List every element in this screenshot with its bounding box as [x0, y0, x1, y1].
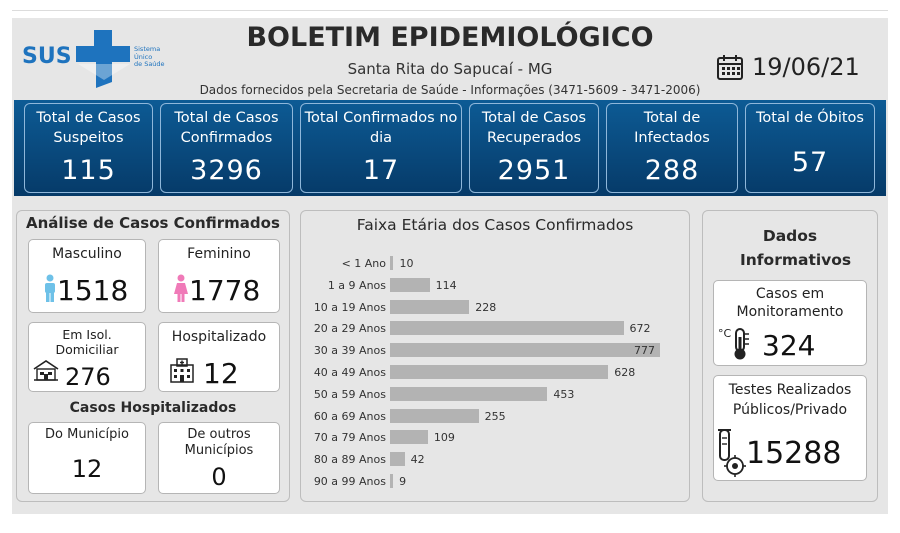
age-bar — [390, 474, 394, 488]
info-title: Dados Informativos — [740, 227, 852, 269]
age-value: 10 — [399, 257, 414, 270]
age-label: 10 a 19 Anos — [313, 300, 386, 314]
age-bar — [390, 365, 609, 379]
age-value: 628 — [614, 366, 636, 379]
local-hospitalized-box: Do Município 12 — [28, 422, 146, 494]
logo-subtitle: Sistema Único de Saúde — [134, 45, 165, 68]
age-bar — [390, 256, 394, 270]
totals-band — [14, 100, 886, 196]
age-value: 777 — [634, 344, 655, 358]
age-label: 50 a 59 Anos — [313, 387, 386, 401]
age-bar — [390, 343, 660, 358]
age-value: 109 — [433, 431, 455, 445]
card-deaths: Total de Óbitos 57 — [745, 103, 875, 193]
card-recovered: Total de Casos Recuperados 2951 — [469, 103, 599, 193]
age-label: 40 a 49 Anos — [313, 366, 386, 379]
hospitalized-title: Casos Hospitalizados — [69, 400, 237, 416]
tests-box: Testes Realizados Públicos/Privado 15288 — [713, 375, 867, 481]
card-suspected: Total de Casos Suspeitos 115 — [24, 103, 153, 193]
age-value: 42 — [410, 453, 425, 467]
card-confirmed-today: Total Confirmados no dia 17 — [300, 103, 462, 193]
age-label: 20 a 29 Anos — [313, 322, 386, 336]
home-isolation-box: Em Isol. Domiciliar 276 — [28, 322, 146, 392]
age-label: 30 a 39 Anos — [313, 344, 386, 358]
male-box: Masculino 1518 — [28, 239, 146, 313]
top-divider — [12, 10, 888, 11]
age-value: 453 — [553, 387, 575, 401]
female-box: Feminino 1778 — [158, 239, 280, 313]
monitoring-box: Casos em Monitoramento °C 324 — [713, 280, 867, 366]
hospital-icon — [170, 358, 194, 383]
hospitalized-box: Hospitalizado 12 — [158, 322, 280, 392]
calendar-icon — [717, 55, 743, 80]
data-source: Dados fornecidos pela Secretaria de Saúd… — [199, 83, 701, 97]
age-bar — [390, 452, 405, 467]
test-tube-icon — [718, 429, 746, 477]
age-bar — [390, 277, 430, 292]
age-label: 70 a 79 Anos — [313, 431, 386, 445]
age-bar — [390, 430, 428, 445]
age-bar — [390, 321, 624, 336]
bulletin-date: 19/06/21 — [752, 53, 860, 81]
age-label: 80 a 89 Anos — [313, 453, 386, 467]
age-value: 9 — [399, 475, 407, 488]
age-value: 228 — [475, 300, 497, 314]
age-label: 90 a 99 Anos — [313, 475, 386, 488]
card-confirmed: Total de Casos Confirmados 3296 — [160, 103, 293, 193]
age-bar — [390, 386, 548, 401]
other-hospitalized-box: De outros Municípios 0 — [158, 422, 280, 494]
age-value: 255 — [484, 409, 506, 423]
city-name: Santa Rita do Sapucaí - MG — [347, 60, 553, 78]
age-label: 1 a 9 Anos — [327, 278, 386, 292]
card-infected: Total de Infectados 288 — [606, 103, 738, 193]
house-icon — [33, 360, 59, 381]
svg-text:°C: °C — [718, 327, 732, 340]
female-icon — [174, 274, 188, 302]
age-chart-title: Faixa Etária dos Casos Confirmados — [356, 216, 634, 234]
logo-text: SUS — [22, 44, 72, 69]
age-bar — [390, 299, 470, 314]
age-value: 672 — [629, 322, 651, 336]
sus-cross-icon — [76, 30, 130, 88]
sus-logo: SUS Sistema Único de Saúde — [22, 26, 182, 90]
page-title: BOLETIM EPIDEMIOLÓGICO — [246, 22, 654, 53]
age-label: 60 a 69 Anos — [313, 409, 386, 423]
date-display: 19/06/21 — [716, 50, 860, 84]
age-label: < 1 Ano — [341, 257, 386, 270]
analysis-title: Análise de Casos Confirmados — [26, 214, 280, 232]
thermometer-icon: °C — [718, 327, 749, 360]
male-icon — [45, 274, 55, 302]
age-bar — [390, 408, 479, 423]
age-value: 114 — [435, 278, 457, 292]
